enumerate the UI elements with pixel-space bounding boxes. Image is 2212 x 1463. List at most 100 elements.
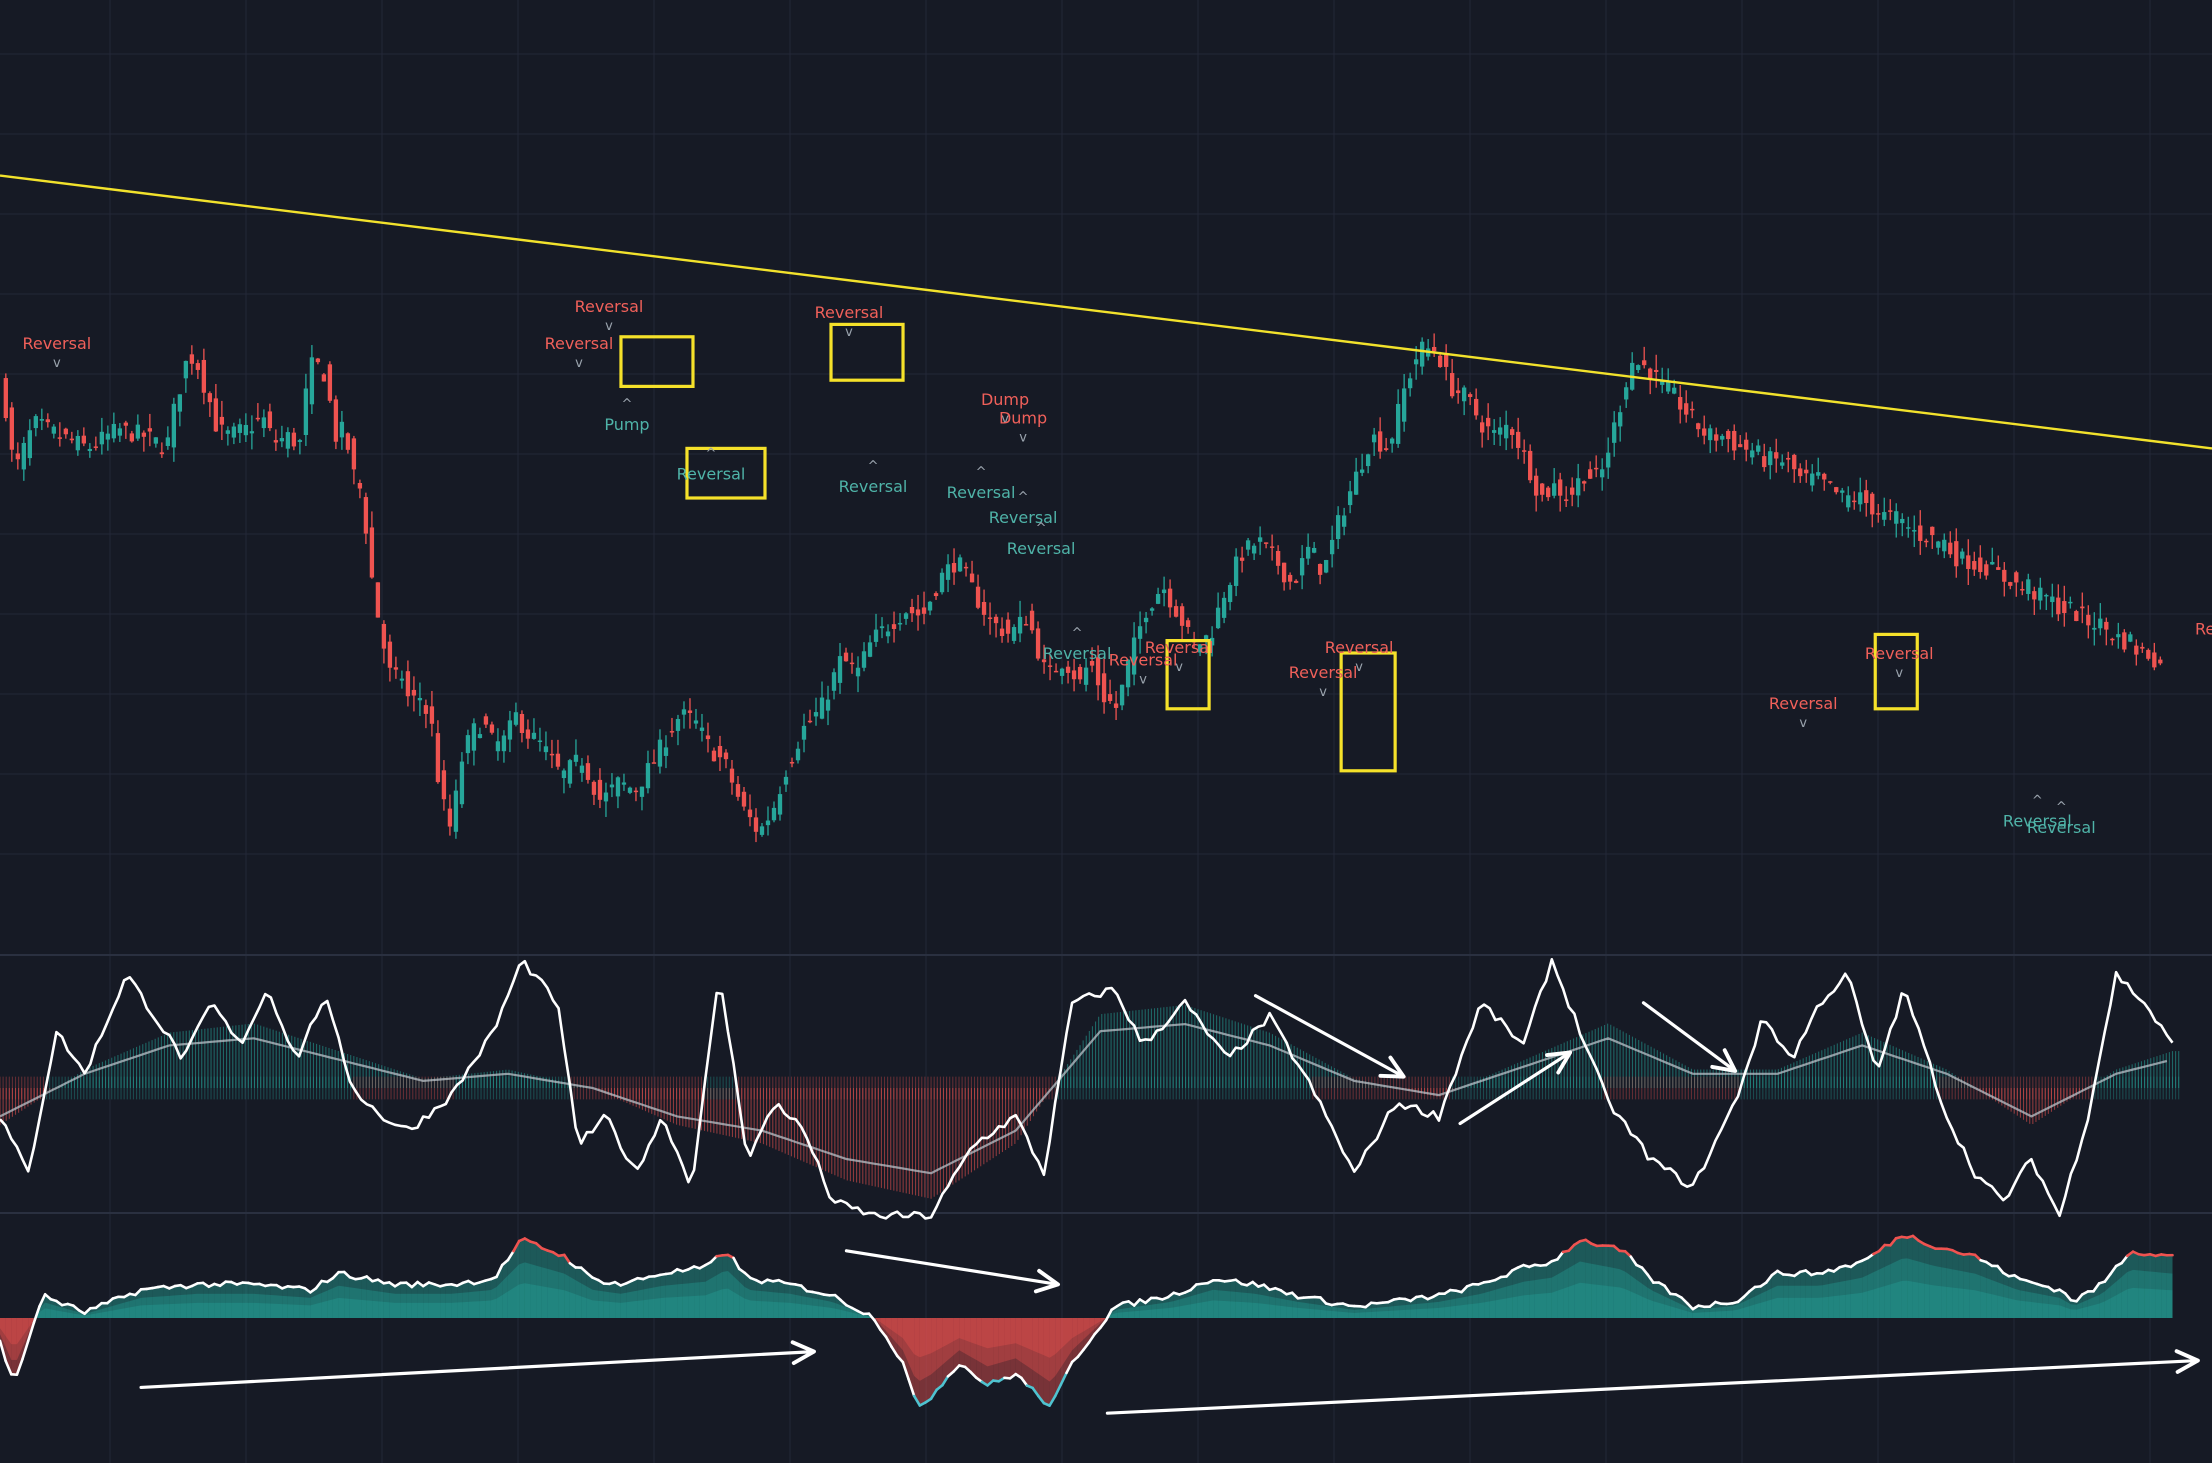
trend-band-segment: [2008, 1275, 2015, 1318]
trend-band-segment: [1602, 1245, 1609, 1318]
caret-down-icon: v: [605, 319, 613, 334]
trend-band-segment: [1179, 1292, 1185, 1318]
candle-body: [237, 424, 243, 433]
trend-band-segment: [1359, 1312, 1366, 1318]
candle-body: [393, 667, 399, 670]
candle-body: [933, 593, 939, 597]
trend-band-segment: [705, 1278, 711, 1318]
trend-band-segment: [361, 1299, 367, 1318]
trend-band-segment: [1354, 1306, 1360, 1318]
trend-band-segment: [665, 1297, 672, 1318]
trend-band-segment: [242, 1293, 249, 1318]
trend-band-segment: [1252, 1282, 1259, 1318]
trend-band-segment: [135, 1305, 142, 1318]
trend-band-segment: [541, 1286, 548, 1318]
trend-band-segment: [1879, 1286, 1885, 1318]
trend-band-segment: [1997, 1282, 2004, 1318]
trend-band-segment: [1946, 1268, 1953, 1318]
trend-band-segment: [2065, 1301, 2071, 1318]
trend-band-segment: [1004, 1318, 1011, 1379]
trend-band-segment: [778, 1302, 785, 1318]
trend-band-segment: [1557, 1251, 1564, 1318]
candle-body: [195, 363, 201, 370]
trend-band-segment: [2042, 1294, 2049, 1318]
candle-body: [309, 357, 315, 405]
trend-band-segment: [253, 1302, 260, 1318]
trend-line-segment: [895, 1354, 905, 1364]
trend-band-segment: [1924, 1244, 1930, 1318]
candle-body: [1443, 354, 1449, 367]
caret-up-icon: ^: [622, 397, 633, 412]
candle-body: [1666, 382, 1671, 392]
highlight-box: [1873, 632, 1919, 711]
trend-band-segment: [1196, 1283, 1202, 1318]
candle-body: [321, 374, 327, 382]
trend-band-segment: [1585, 1283, 1592, 1318]
trend-band-segment: [1687, 1311, 1693, 1318]
trend-band-segment: [914, 1318, 920, 1358]
trend-band-segment: [1997, 1295, 2004, 1318]
trend-band-segment: [823, 1306, 830, 1318]
candle-body: [801, 725, 807, 740]
candle-body: [687, 710, 693, 713]
trend-band-segment: [1817, 1285, 1823, 1318]
trend-band-segment: [1275, 1297, 1281, 1318]
trend-band-segment: [1264, 1295, 1270, 1318]
trend-band-segment: [490, 1298, 497, 1318]
candle-body: [1642, 360, 1647, 366]
trend-band-segment: [2166, 1289, 2173, 1318]
trend-band-segment: [1388, 1310, 1394, 1318]
trend-band-segment: [383, 1292, 390, 1318]
trend-band-segment: [1173, 1299, 1180, 1318]
trend-band-segment: [208, 1293, 215, 1318]
trend-band-segment: [1280, 1305, 1287, 1318]
trend-band-segment: [2138, 1270, 2145, 1318]
candle-body: [1978, 557, 1983, 573]
trend-band-segment: [1100, 1318, 1106, 1324]
trend-band-segment: [1890, 1238, 1896, 1318]
trend-band-segment: [1484, 1291, 1490, 1318]
trend-band-segment: [1156, 1297, 1163, 1318]
trend-band-segment: [1399, 1309, 1406, 1318]
candle-body: [369, 527, 375, 578]
trend-band-segment: [231, 1293, 237, 1318]
trend-band-segment: [1664, 1296, 1671, 1318]
trend-band-segment: [1010, 1318, 1016, 1360]
trend-band-segment: [1963, 1253, 1970, 1318]
trend-band-segment: [1478, 1293, 1485, 1318]
trend-band-segment: [1698, 1308, 1705, 1318]
signal-label: Reversal: [947, 483, 1016, 502]
trend-band-segment: [987, 1318, 994, 1349]
trend-band-segment: [112, 1309, 119, 1318]
trend-band-segment: [1179, 1297, 1185, 1318]
trend-band-segment: [1896, 1236, 1902, 1318]
trend-band-segment: [327, 1299, 333, 1318]
candle-body: [441, 770, 447, 800]
trend-band-segment: [1958, 1253, 1964, 1318]
trend-band-segment: [1642, 1267, 1648, 1318]
candle-body: [1672, 387, 1677, 394]
candle-body: [9, 407, 14, 450]
trend-band-segment: [722, 1254, 728, 1318]
trend-band-segment: [1890, 1261, 1896, 1318]
trend-band-segment: [564, 1273, 570, 1318]
trend-band-segment: [660, 1285, 666, 1318]
trend-band-segment: [1461, 1296, 1468, 1318]
trend-band-segment: [919, 1318, 926, 1381]
candle-body: [387, 641, 393, 668]
trend-band-segment: [451, 1302, 458, 1318]
trend-band-segment: [276, 1295, 283, 1318]
trend-band-segment: [124, 1293, 130, 1318]
trend-band-segment: [1754, 1286, 1761, 1318]
trend-band-segment: [237, 1282, 243, 1318]
candle-body: [2014, 572, 2019, 583]
trend-band-segment: [1478, 1302, 1485, 1318]
candle-body: [459, 761, 465, 805]
trend-band-segment: [2127, 1251, 2133, 1318]
trend-band-segment: [1450, 1305, 1456, 1318]
trend-band-segment: [112, 1304, 119, 1318]
trend-band-segment: [1348, 1312, 1355, 1318]
candle-body: [1600, 469, 1605, 478]
